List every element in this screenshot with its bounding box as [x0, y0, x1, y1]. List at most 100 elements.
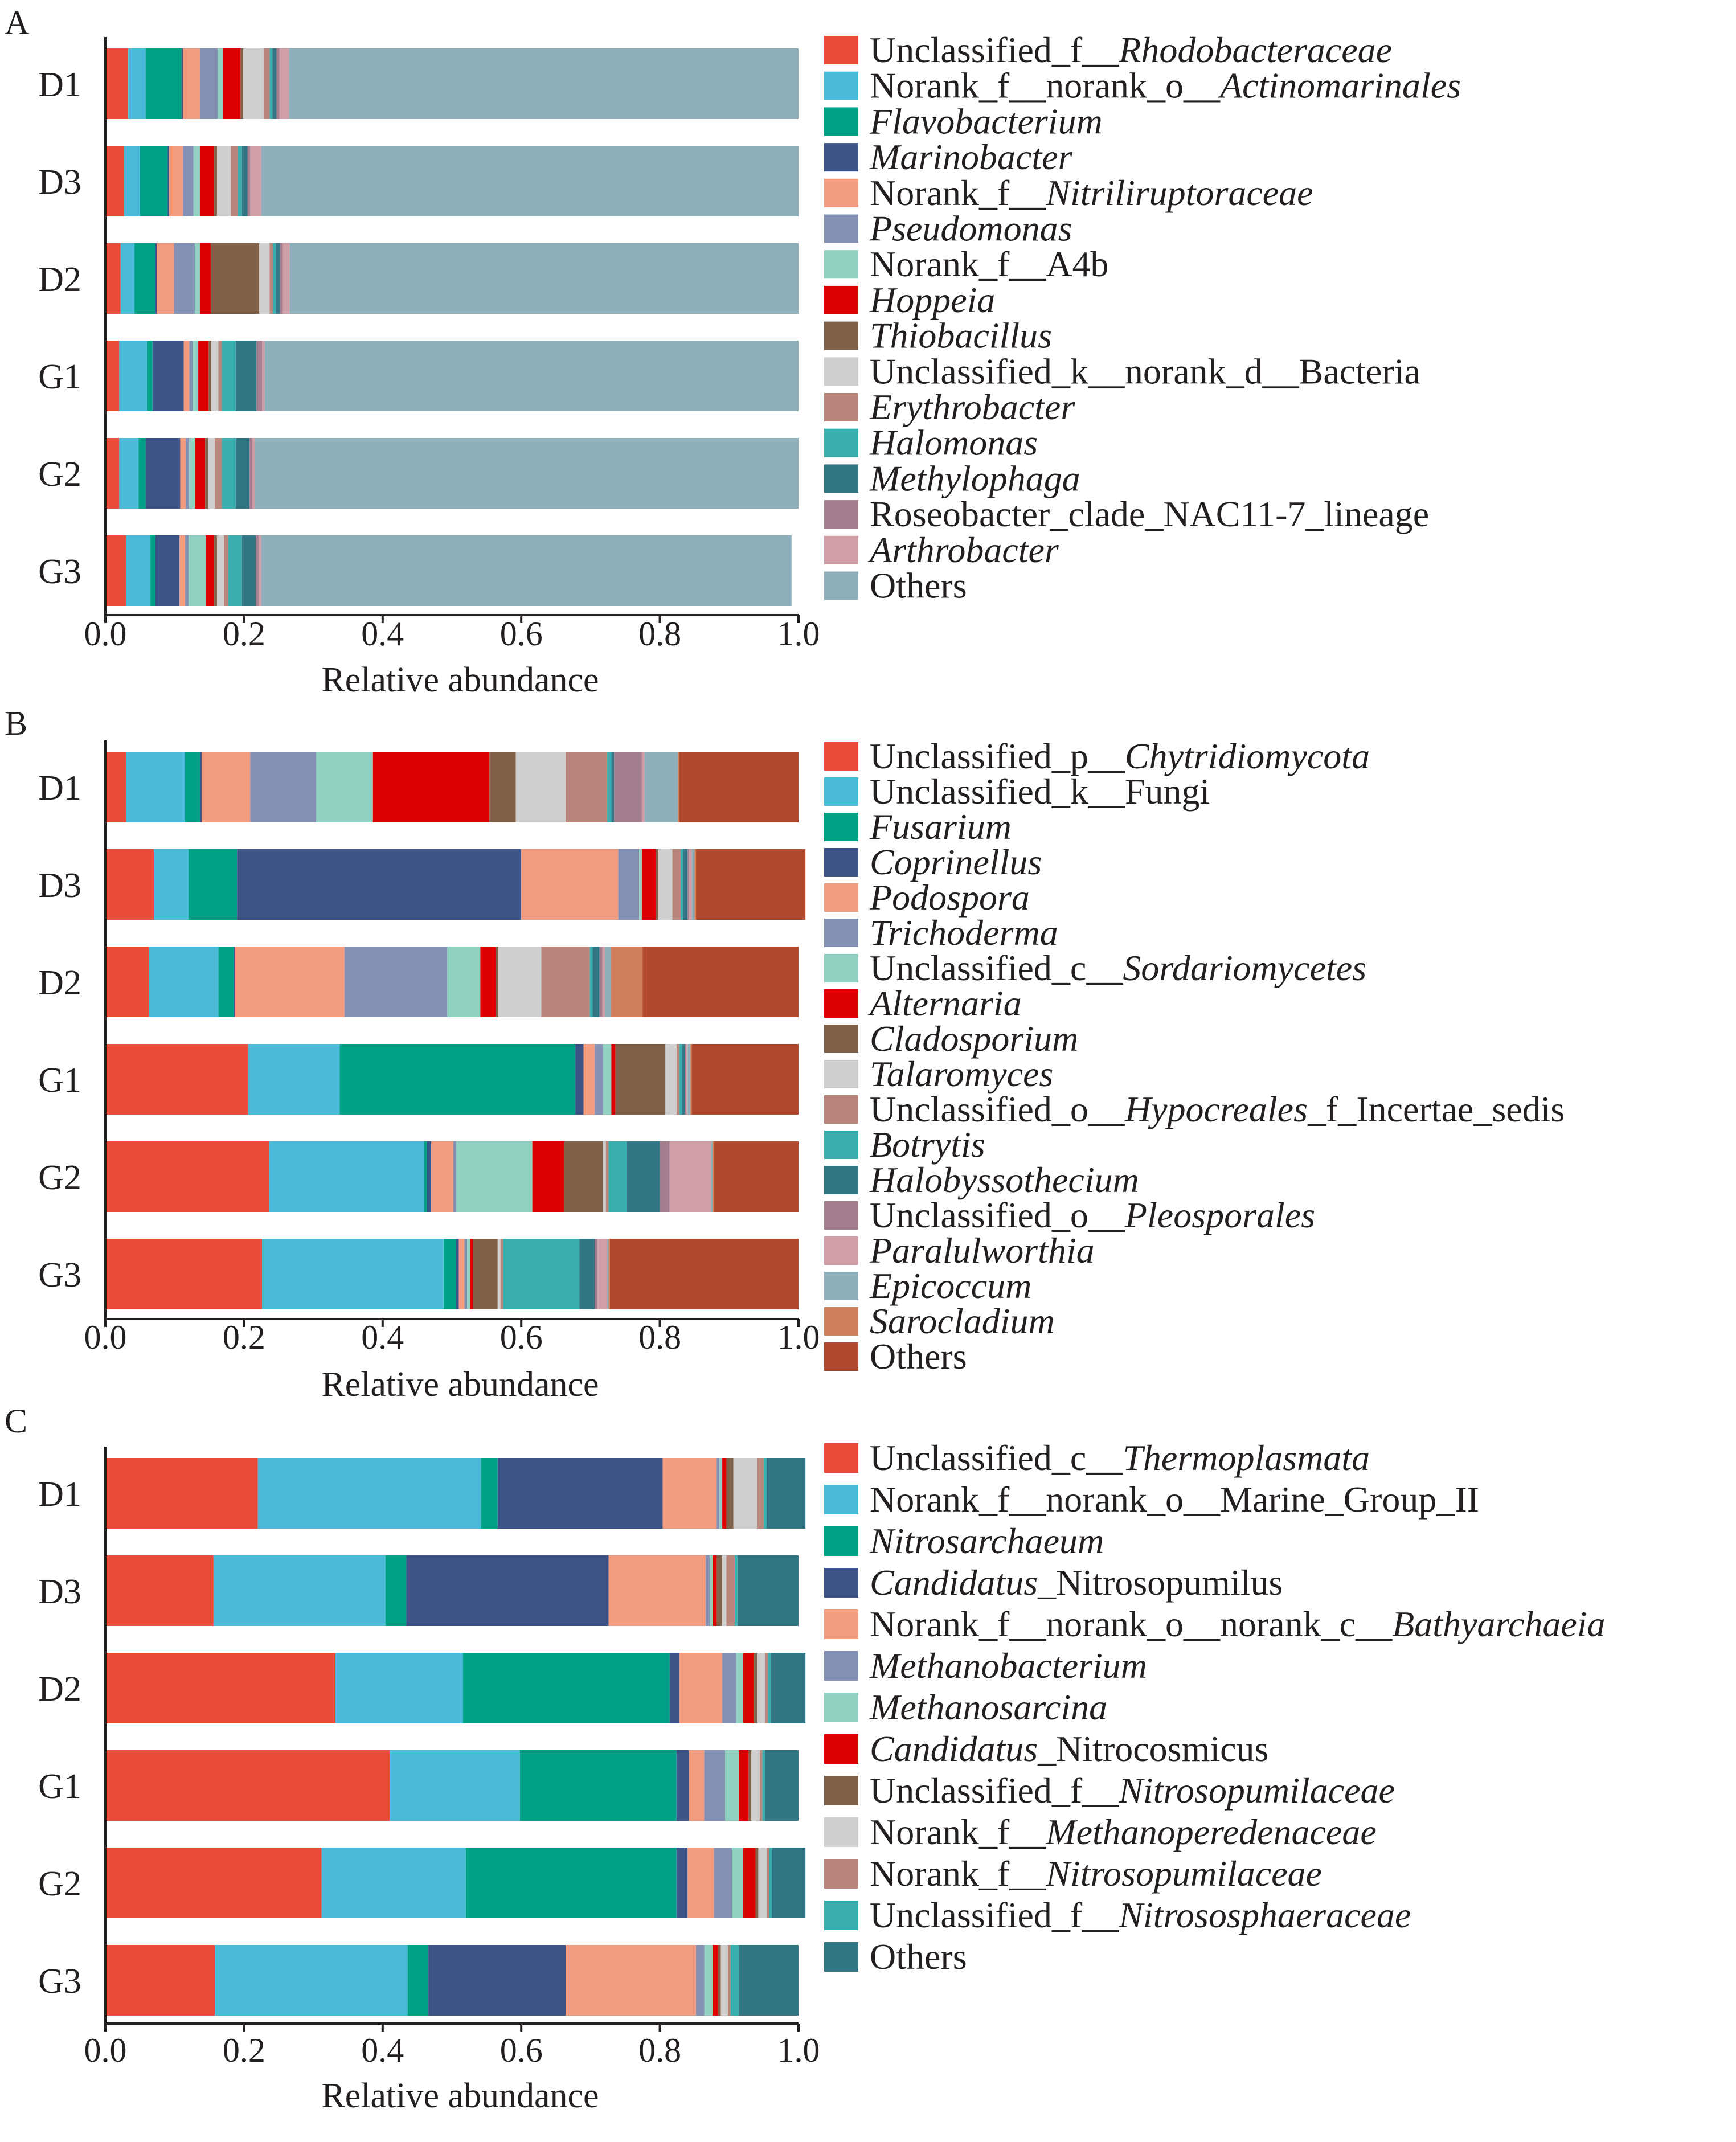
bar-segment-g3-14: [258, 535, 261, 606]
legend-swatch-9: [824, 1060, 858, 1088]
legend-label-13: Unclassified_o__Pleosporales: [870, 1195, 1315, 1235]
bar-segment-d1-1: [257, 1458, 481, 1529]
bar-segment-g3-6: [467, 1239, 470, 1309]
bar-segment-d3-10: [231, 146, 238, 216]
legend-swatch-3: [824, 143, 858, 172]
legend-label-4: Norank_f__norank_o__norank_c__Bathyarcha…: [870, 1604, 1606, 1644]
bar-segment-d3-8: [656, 849, 659, 920]
x-tick-label-4: 0.8: [638, 1318, 681, 1356]
legend-swatch-14: [824, 1236, 858, 1265]
bar-segment-d3-0: [105, 1555, 214, 1626]
x-tick-label-4: 0.8: [638, 615, 681, 653]
bar-segment-d2-8: [754, 1653, 757, 1723]
bar-segment-g2-17: [714, 1141, 799, 1212]
bar-segment-d3-17: [695, 849, 806, 920]
bar-segment-d2-13: [599, 947, 603, 1017]
bar-segment-d2-4: [679, 1653, 723, 1723]
bar-segment-g3-1: [215, 1945, 408, 2016]
bar-segment-d2-4: [235, 947, 345, 1017]
bar-segment-g2-2: [138, 438, 146, 509]
bar-segment-d3-4: [608, 1555, 706, 1626]
bar-segment-d2-2: [134, 243, 155, 314]
legend-label-9: Unclassified_k__norank_d__Bacteria: [870, 351, 1420, 391]
legend-label-11: Halomonas: [869, 423, 1038, 463]
bar-segment-g2-3: [145, 438, 181, 509]
legend-swatch-16: [824, 1307, 858, 1336]
legend-label-12: Methylophaga: [869, 458, 1080, 498]
legend-label-0: Unclassified_f__Rhodobacteraceae: [870, 30, 1392, 70]
bar-segment-d3-8: [214, 146, 217, 216]
bar-segment-d1-0: [105, 752, 126, 822]
bar-segment-d2-11: [768, 1653, 771, 1723]
bar-segment-d3-12: [737, 1555, 799, 1626]
x-tick-label-5: 1.0: [777, 2032, 820, 2069]
bar-segment-g1-8: [748, 1750, 752, 1821]
x-axis-label: Relative abundance: [321, 661, 599, 699]
bar-segment-d3-12: [683, 849, 688, 920]
bar-segment-d2-7: [480, 947, 496, 1017]
bar-segment-d3-3: [167, 146, 169, 216]
bar-segment-d1-7: [722, 1458, 727, 1529]
bar-segment-d2-7: [200, 243, 211, 314]
bar-segment-d3-15: [691, 849, 695, 920]
bar-segment-g3-4: [566, 1945, 696, 2016]
bar-segment-d1-14: [279, 48, 289, 119]
panel-c: C D1 D3 D2 G1 G2 G30.0 0.2 0.4 0.6 0.8 1.0 Relative …: [5, 1402, 1606, 2115]
bar-segment-g1-10: [676, 1044, 679, 1115]
legend-swatch-0: [824, 742, 858, 771]
legend-label-0: Unclassified_p__Chytridiomycota: [870, 736, 1370, 776]
bar-segment-d3-6: [710, 1555, 713, 1626]
legend-label-5: Methanobacterium: [869, 1645, 1147, 1686]
legend-swatch-2: [824, 107, 858, 136]
legend-label-13: Roseobacter_clade_NAC11-7_lineage: [870, 494, 1429, 534]
bar-segment-g1-2: [147, 341, 153, 411]
bar-segment-d3-6: [639, 849, 642, 920]
bar-segment-d2-16: [611, 947, 643, 1017]
legend-label-6: Norank_f__A4b: [870, 244, 1108, 284]
bar-segment-d2-1: [120, 243, 135, 314]
bar-segment-g2-1: [321, 1848, 466, 1918]
bar-segment-g3-11: [503, 1239, 580, 1309]
bar-segment-d3-4: [521, 849, 619, 920]
bar-segment-d3-9: [216, 146, 231, 216]
bar-segment-g1-14: [262, 341, 265, 411]
legend-swatch-0: [824, 36, 858, 64]
bar-segment-d3-3: [237, 849, 522, 920]
bar-segment-g3-8: [473, 1239, 498, 1309]
legend-label-2: Nitrosarchaeum: [869, 1521, 1104, 1561]
x-tick-label-4: 0.8: [638, 2032, 681, 2069]
bar-segment-g1-7: [739, 1750, 749, 1821]
bar-segment-g3-7: [713, 1945, 718, 2016]
bar-segment-g2-8: [205, 438, 208, 509]
bar-segment-d1-2: [185, 752, 200, 822]
bar-segment-d3-10: [726, 1555, 735, 1626]
bar-segment-d1-5: [716, 1458, 720, 1529]
bar-segment-g1-16: [690, 1044, 692, 1115]
panel-a: AD1 D3 D2 G1 G2 G30.0 0.2 0.4 0.6 0.8 1.0 Relative …: [5, 4, 1461, 699]
bar-segment-g2-5: [186, 438, 190, 509]
bar-segment-g3-4: [179, 535, 185, 606]
bar-segment-d2-14: [602, 947, 605, 1017]
legend-swatch-11: [824, 1901, 858, 1930]
bar-segment-d1-11: [269, 48, 273, 119]
bar-segment-g1-13: [685, 1044, 686, 1115]
bar-segment-d1-3: [497, 1458, 663, 1529]
category-label-d2: D2: [38, 1670, 81, 1709]
legend-label-5: Pseudomonas: [869, 208, 1072, 249]
legend-label-8: Cladosporium: [870, 1018, 1078, 1059]
bar-segment-g1-5: [189, 341, 193, 411]
bar-segment-d1-7: [372, 752, 490, 822]
legend-label-7: Hoppeia: [869, 280, 995, 320]
bar-segment-d3-15: [261, 146, 799, 216]
legend-label-4: Podospora: [869, 877, 1030, 918]
bar-segment-g3-10: [500, 1239, 503, 1309]
bar-segment-d2-6: [447, 947, 481, 1017]
legend-label-9: Norank_f__Methanoperedenaceae: [870, 1812, 1377, 1852]
bar-segment-d1-3: [200, 752, 202, 822]
bar-segment-d2-8: [496, 947, 499, 1017]
bar-segment-g1-5: [595, 1044, 603, 1115]
bar-segment-d1-11: [764, 1458, 767, 1529]
bar-segment-d1-14: [641, 752, 645, 822]
bar-segment-d1-15: [289, 48, 799, 119]
